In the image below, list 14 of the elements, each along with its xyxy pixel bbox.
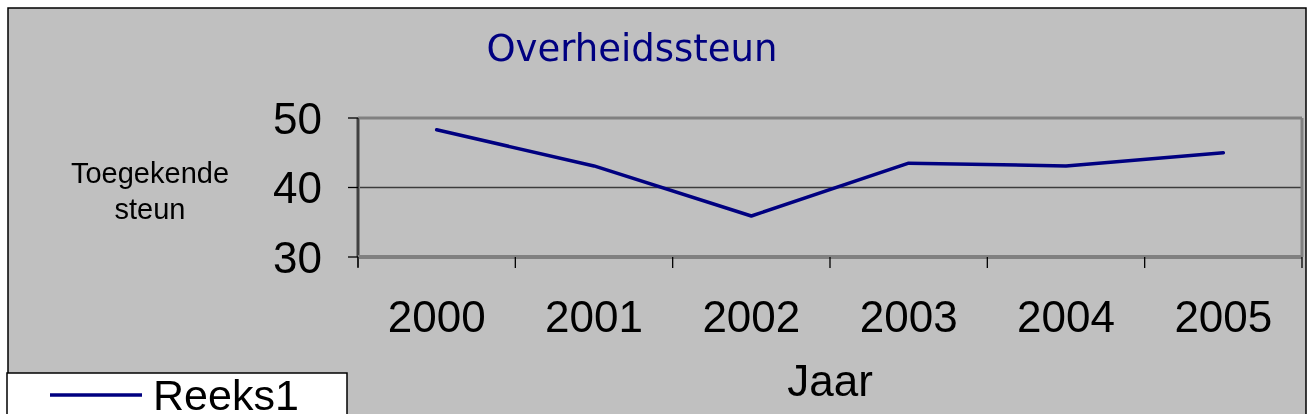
x-axis-title: Jaar: [787, 355, 873, 405]
y-axis-title: Toegekende steun: [70, 157, 230, 226]
line-series: [434, 128, 1226, 218]
y-tick-label: 40: [273, 163, 322, 213]
legend-label: Reeks1: [153, 371, 299, 414]
x-tick-label: 2004: [1017, 291, 1115, 341]
chart-title: Overheidssteun: [486, 27, 778, 71]
x-tick-label: 2000: [387, 291, 486, 341]
y-tick-label: 50: [273, 93, 322, 143]
y-tick-label: 30: [273, 232, 322, 282]
x-tick-label: 2003: [859, 291, 958, 341]
x-tick-label: 2005: [1174, 291, 1273, 341]
x-tick-label: 2002: [702, 291, 801, 341]
x-tick-label: 2001: [545, 291, 643, 341]
